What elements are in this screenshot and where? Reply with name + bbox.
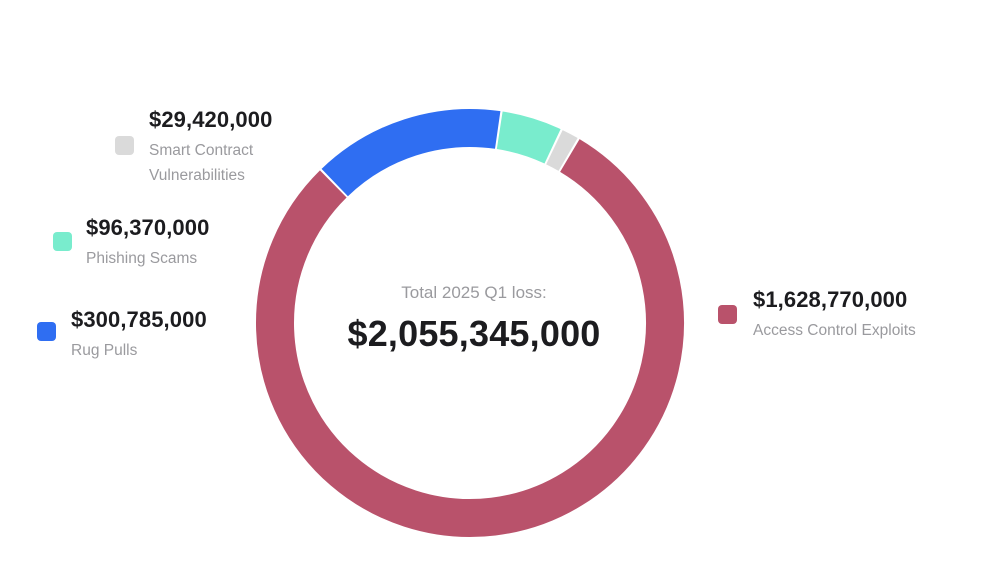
legend-label-rug-pulls: Rug Pulls (71, 342, 138, 359)
legend-amount-phishing-scams: $96,370,000 (86, 215, 210, 240)
center-caption: Total 2025 Q1 loss: (401, 283, 547, 302)
legend-amount-smart-contract-vulnerabilities: $29,420,000 (149, 107, 273, 132)
legend-swatch-smart-contract-vulnerabilities (115, 136, 134, 155)
legend-label-phishing-scams: Phishing Scams (86, 250, 198, 267)
legend-label-access-control-exploits: Access Control Exploits (753, 322, 916, 339)
legend-swatch-access-control-exploits (718, 305, 737, 324)
donut-slice-rug-pulls (321, 109, 501, 197)
legend-label-smart-contract-vulnerabilities-line1: Smart Contract (149, 142, 254, 159)
legend-swatch-phishing-scams (53, 232, 72, 251)
center-total: $2,055,345,000 (347, 313, 601, 354)
legend-label-smart-contract-vulnerabilities-line2: Vulnerabilities (149, 167, 245, 184)
legend-amount-access-control-exploits: $1,628,770,000 (753, 287, 908, 312)
donut-slice-access-control-exploits (256, 139, 684, 537)
legend-amount-rug-pulls: $300,785,000 (71, 307, 207, 332)
donut-slice-smart-contract-vulnerabilities (546, 130, 578, 171)
legend-swatch-rug-pulls (37, 322, 56, 341)
donut-slice-phishing-scams (496, 111, 561, 164)
